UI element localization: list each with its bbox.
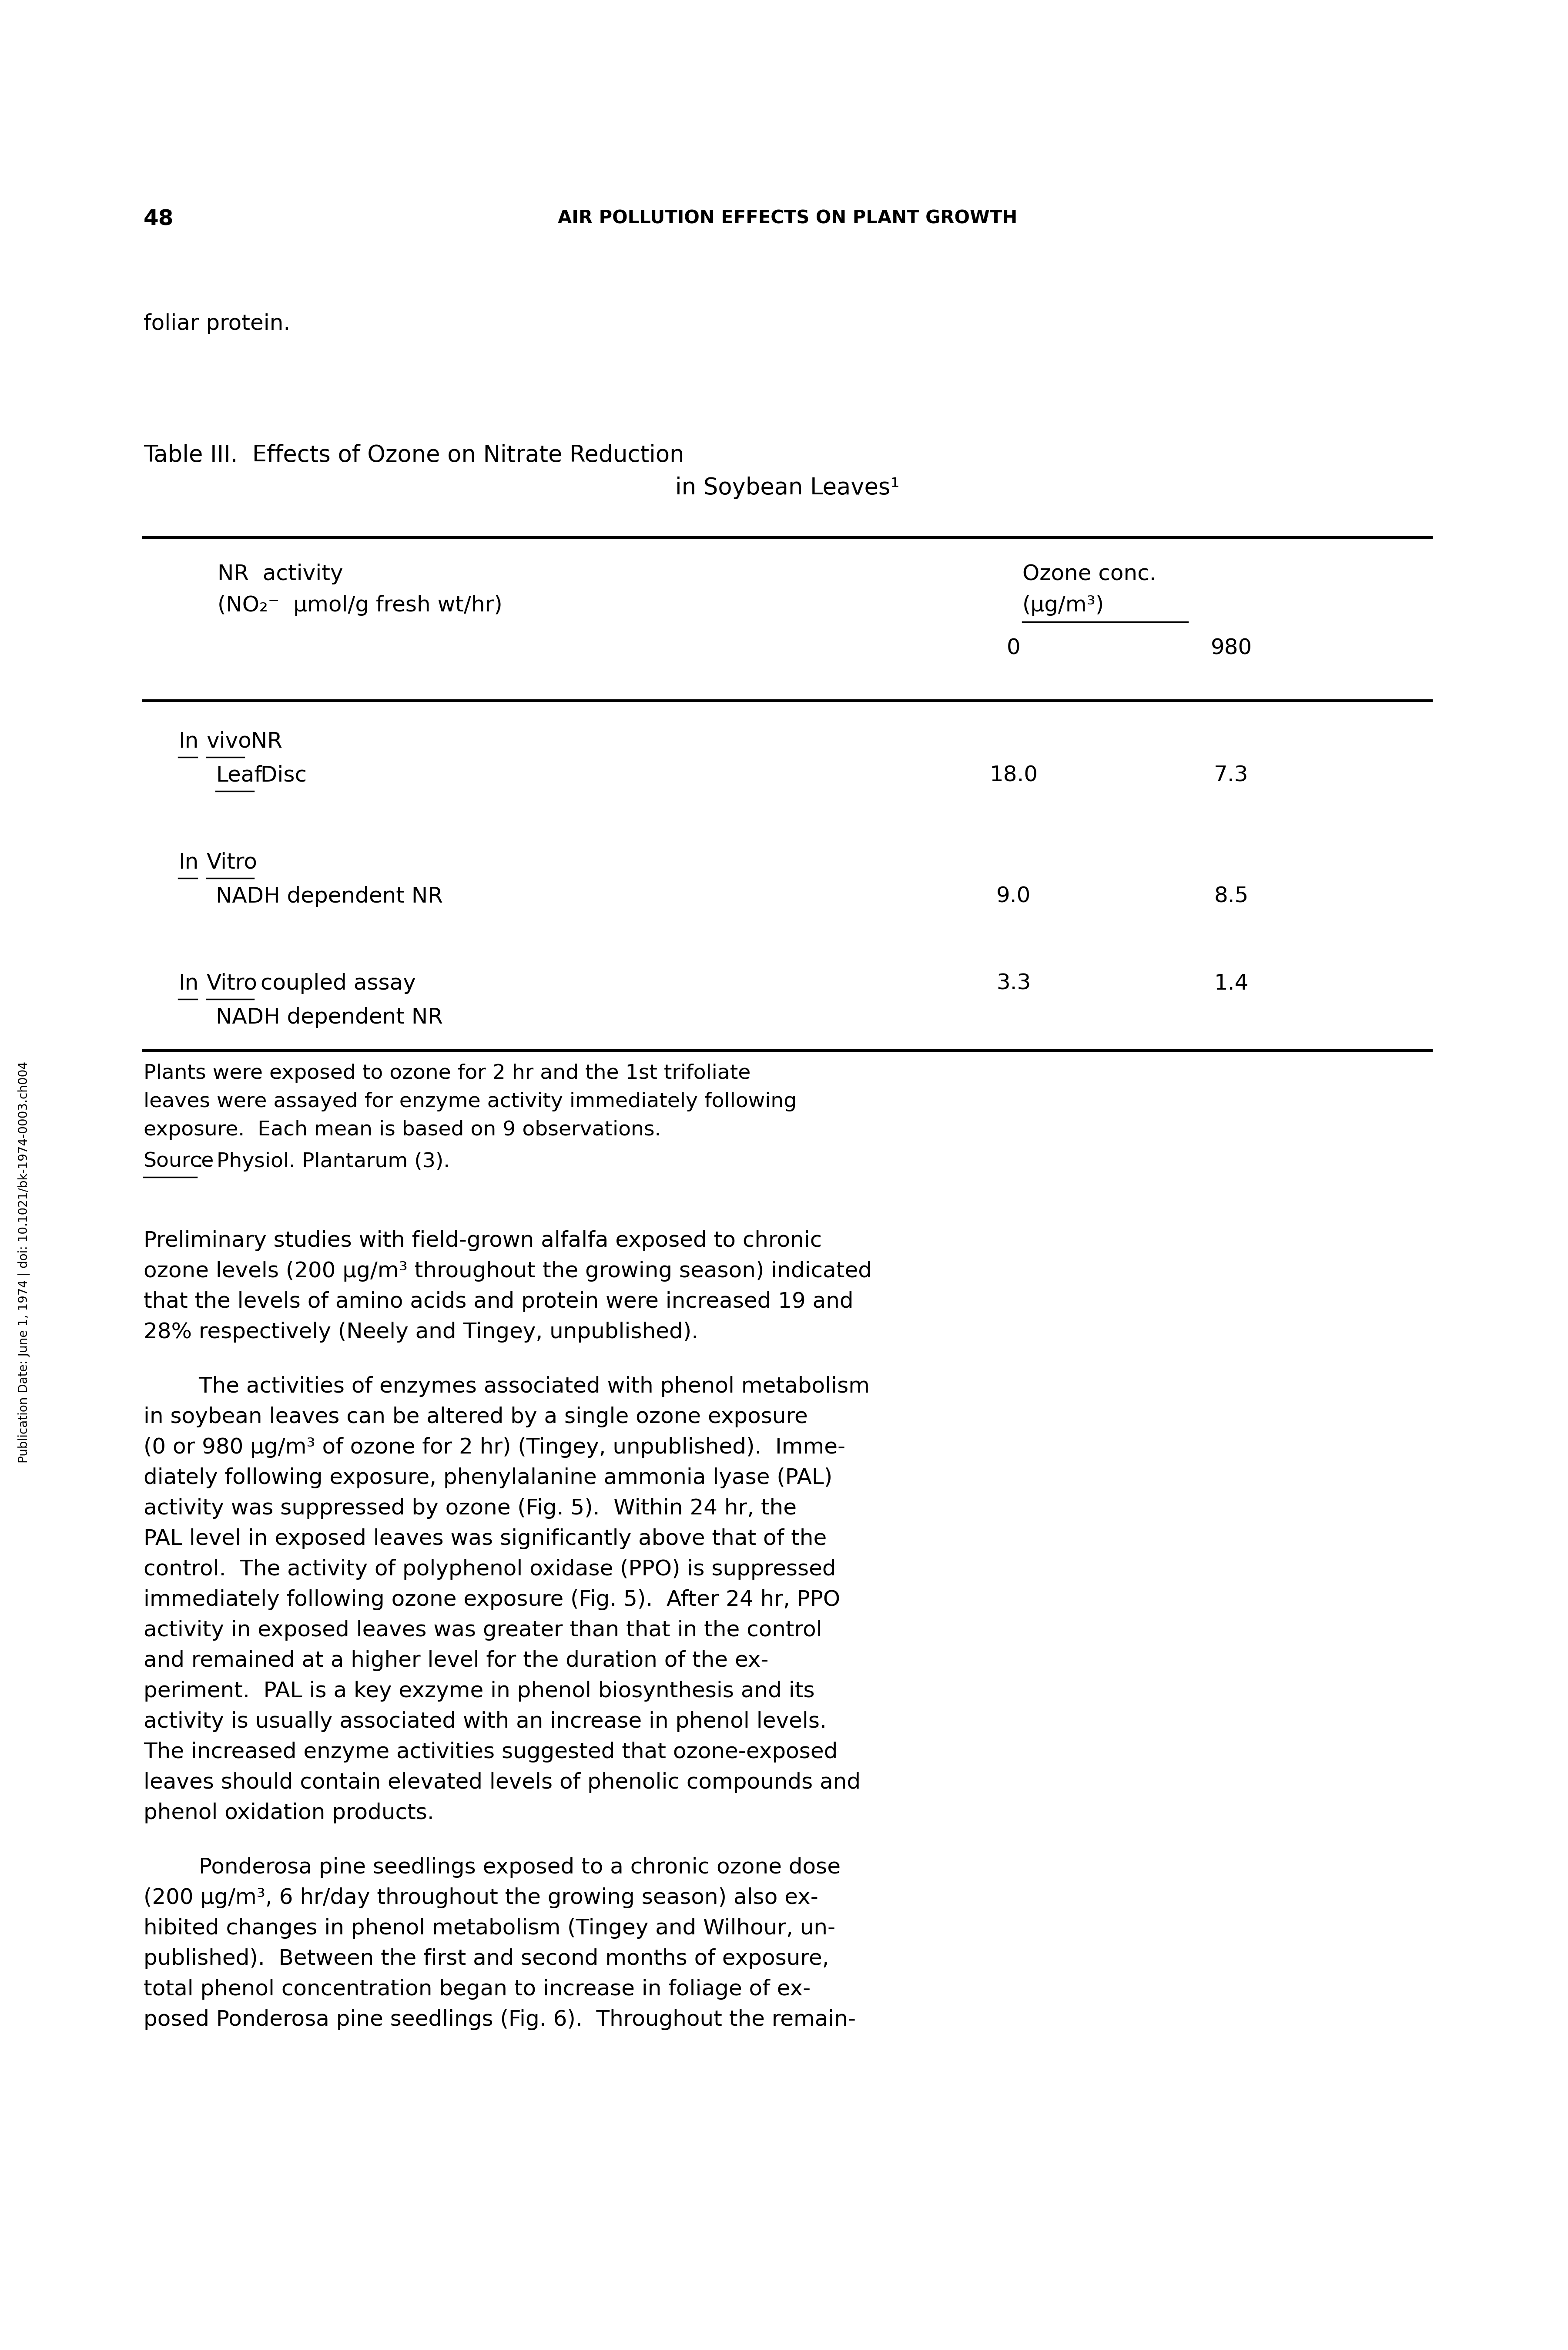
Text: (NO₂⁻  μmol/g fresh wt/hr): (NO₂⁻ μmol/g fresh wt/hr) [218, 595, 502, 616]
Text: total phenol concentration began to increase in foliage of ex-: total phenol concentration began to incr… [144, 1979, 811, 2000]
Text: leaves were assayed for enzyme activity immediately following: leaves were assayed for enzyme activity … [144, 1093, 797, 1112]
Text: activity is usually associated with an increase in phenol levels.: activity is usually associated with an i… [144, 1711, 826, 1732]
Text: 9.0: 9.0 [996, 886, 1032, 907]
Text: In: In [179, 853, 199, 872]
Text: posed Ponderosa pine seedlings (Fig. 6).  Throughout the remain-: posed Ponderosa pine seedlings (Fig. 6).… [144, 2009, 856, 2030]
Text: AIR POLLUTION EFFECTS ON PLANT GROWTH: AIR POLLUTION EFFECTS ON PLANT GROWTH [558, 209, 1018, 228]
Text: The increased enzyme activities suggested that ozone-exposed: The increased enzyme activities suggeste… [144, 1741, 837, 1762]
Text: Disc: Disc [254, 766, 307, 785]
Text: NADH dependent NR: NADH dependent NR [216, 1008, 444, 1027]
Text: vivo: vivo [207, 731, 252, 752]
Text: Table III.  Effects of Ozone on Nitrate Reduction: Table III. Effects of Ozone on Nitrate R… [144, 444, 684, 468]
Text: Source: Source [144, 1152, 215, 1173]
Text: foliar protein.: foliar protein. [144, 313, 290, 334]
Text: in soybean leaves can be altered by a single ozone exposure: in soybean leaves can be altered by a si… [144, 1408, 808, 1426]
Text: PAL level in exposed leaves was significantly above that of the: PAL level in exposed leaves was signific… [144, 1528, 826, 1549]
Text: diately following exposure, phenylalanine ammonia lyase (PAL): diately following exposure, phenylalanin… [144, 1466, 833, 1488]
Text: (200 μg/m³, 6 hr/day throughout the growing season) also ex-: (200 μg/m³, 6 hr/day throughout the grow… [144, 1887, 818, 1908]
Text: Publication Date: June 1, 1974 | doi: 10.1021/bk-1974-0003.ch004: Publication Date: June 1, 1974 | doi: 10… [17, 1062, 30, 1462]
Text: In: In [179, 973, 199, 994]
Text: activity in exposed leaves was greater than that in the control: activity in exposed leaves was greater t… [144, 1619, 822, 1640]
Text: 980: 980 [1210, 637, 1251, 658]
Text: hibited changes in phenol metabolism (Tingey and Wilhour, un-: hibited changes in phenol metabolism (Ti… [144, 1918, 836, 1939]
Text: (μg/m³): (μg/m³) [1022, 595, 1104, 616]
Text: (0 or 980 μg/m³ of ozone for 2 hr) (Tingey, unpublished).  Imme-: (0 or 980 μg/m³ of ozone for 2 hr) (Ting… [144, 1436, 845, 1457]
Text: 7.3: 7.3 [1214, 766, 1248, 785]
Text: Plants were exposed to ozone for 2 hr and the 1st trifoliate: Plants were exposed to ozone for 2 hr an… [144, 1065, 751, 1083]
Text: In: In [179, 731, 199, 752]
Text: phenol oxidation products.: phenol oxidation products. [144, 1802, 434, 1824]
Text: NADH dependent NR: NADH dependent NR [216, 886, 444, 907]
Text: leaves should contain elevated levels of phenolic compounds and: leaves should contain elevated levels of… [144, 1772, 861, 1793]
Text: periment.  PAL is a key exzyme in phenol biosynthesis and its: periment. PAL is a key exzyme in phenol … [144, 1680, 815, 1701]
Text: The activities of enzymes associated with phenol metabolism: The activities of enzymes associated wit… [144, 1377, 870, 1396]
Text: Ozone conc.: Ozone conc. [1022, 564, 1156, 585]
Text: exposure.  Each mean is based on 9 observations.: exposure. Each mean is based on 9 observ… [144, 1121, 662, 1140]
Text: 1.4: 1.4 [1214, 973, 1248, 994]
Text: 18.0: 18.0 [989, 766, 1038, 785]
Text: :  Physiol. Plantarum (3).: : Physiol. Plantarum (3). [198, 1152, 450, 1173]
Text: 28% respectively (Neely and Tingey, unpublished).: 28% respectively (Neely and Tingey, unpu… [144, 1321, 698, 1342]
Text: immediately following ozone exposure (Fig. 5).  After 24 hr, PPO: immediately following ozone exposure (Fi… [144, 1589, 840, 1610]
Text: 0: 0 [1007, 637, 1021, 658]
Text: Vitro: Vitro [207, 973, 257, 994]
Text: coupled assay: coupled assay [254, 973, 416, 994]
Text: that the levels of amino acids and protein were increased 19 and: that the levels of amino acids and prote… [144, 1290, 853, 1311]
Text: NR: NR [245, 731, 282, 752]
Text: NR  activity: NR activity [218, 564, 343, 585]
Text: published).  Between the first and second months of exposure,: published). Between the first and second… [144, 1948, 829, 1969]
Text: and remained at a higher level for the duration of the ex-: and remained at a higher level for the d… [144, 1650, 768, 1671]
Text: in Soybean Leaves¹: in Soybean Leaves¹ [676, 477, 900, 498]
Text: 3.3: 3.3 [996, 973, 1032, 994]
Text: Leaf: Leaf [216, 766, 262, 785]
Text: 8.5: 8.5 [1214, 886, 1248, 907]
Text: Ponderosa pine seedlings exposed to a chronic ozone dose: Ponderosa pine seedlings exposed to a ch… [144, 1856, 840, 1878]
Text: 48: 48 [144, 209, 174, 230]
Text: Preliminary studies with field-grown alfalfa exposed to chronic: Preliminary studies with field-grown alf… [144, 1231, 822, 1250]
Text: Vitro: Vitro [207, 853, 257, 872]
Text: control.  The activity of polyphenol oxidase (PPO) is suppressed: control. The activity of polyphenol oxid… [144, 1558, 836, 1579]
Text: activity was suppressed by ozone (Fig. 5).  Within 24 hr, the: activity was suppressed by ozone (Fig. 5… [144, 1497, 797, 1518]
Text: ozone levels (200 μg/m³ throughout the growing season) indicated: ozone levels (200 μg/m³ throughout the g… [144, 1260, 872, 1281]
